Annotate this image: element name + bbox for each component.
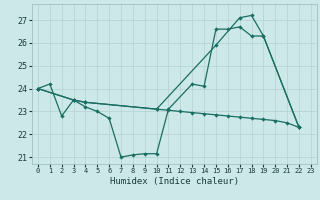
X-axis label: Humidex (Indice chaleur): Humidex (Indice chaleur) bbox=[110, 177, 239, 186]
